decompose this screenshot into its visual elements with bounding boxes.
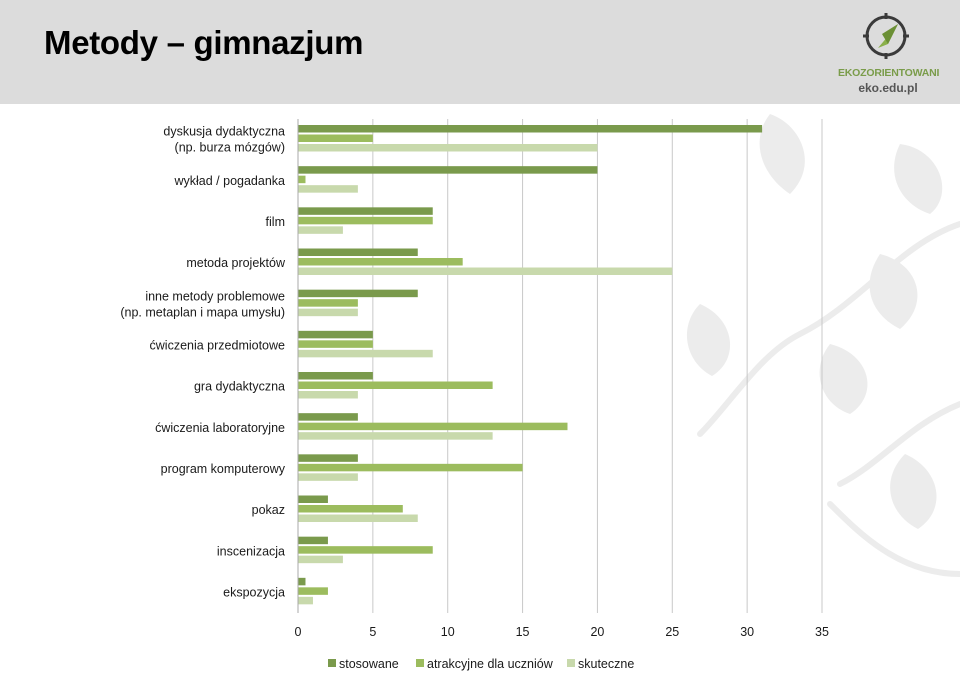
bar — [298, 134, 373, 142]
legend-swatch — [328, 659, 336, 667]
bar — [298, 308, 358, 317]
category-label: inne metody problemowe — [145, 289, 285, 303]
bar — [298, 546, 433, 554]
category-label: pokaz — [252, 503, 285, 517]
bar — [298, 536, 328, 545]
bar — [298, 577, 306, 586]
bar — [298, 413, 358, 421]
bar — [298, 340, 373, 348]
bar — [298, 299, 358, 307]
bar — [298, 216, 433, 225]
logo: EKOZORIENTOWANI eko.edu.pl — [838, 8, 940, 100]
slide-header — [0, 0, 960, 104]
bar — [298, 454, 358, 462]
bar — [298, 495, 328, 503]
page-title: Metody – gimnazjum — [44, 24, 364, 61]
bar — [298, 185, 358, 193]
bar — [298, 258, 463, 266]
bar — [298, 267, 673, 275]
category-label: dyskusja dydaktyczna — [163, 125, 285, 139]
category-label: (np. burza mózgów) — [175, 141, 285, 155]
bar — [298, 248, 418, 256]
legend-label: stosowane — [339, 657, 399, 671]
bar — [298, 463, 523, 472]
bar — [298, 166, 598, 174]
bar — [298, 349, 433, 358]
bar — [298, 432, 493, 440]
decorative-leaves — [686, 114, 960, 577]
bar — [298, 226, 343, 234]
x-tick-label: 35 — [815, 625, 829, 639]
legend-label: skuteczne — [578, 657, 634, 671]
logo-name: EKOZORIENTOWANI — [838, 67, 940, 79]
x-tick-label: 15 — [516, 625, 530, 639]
bar — [298, 587, 328, 595]
x-tick-label: 30 — [740, 625, 754, 639]
bar — [298, 381, 493, 389]
bar — [298, 555, 343, 564]
category-label: gra dydaktyczna — [194, 380, 285, 394]
category-label: (np. metaplan i mapa umysłu) — [120, 305, 285, 319]
bar — [298, 372, 373, 380]
category-label: ćwiczenia przedmiotowe — [150, 338, 286, 352]
bar — [298, 596, 313, 605]
category-label: metoda projektów — [186, 256, 286, 270]
bar — [298, 125, 763, 133]
x-tick-label: 5 — [369, 625, 376, 639]
bar — [298, 391, 358, 399]
bar — [298, 207, 433, 215]
category-label: inscenizacja — [217, 544, 285, 558]
category-label: film — [266, 215, 285, 229]
compass-icon — [863, 13, 909, 59]
category-label: program komputerowy — [161, 462, 286, 476]
bar — [298, 505, 403, 513]
legend-swatch — [416, 659, 424, 667]
bar — [298, 289, 418, 298]
legend-swatch — [567, 659, 575, 667]
logo-url: eko.edu.pl — [858, 81, 918, 95]
x-tick-label: 20 — [590, 625, 604, 639]
bar — [298, 514, 418, 522]
category-label: ćwiczenia laboratoryjne — [155, 421, 285, 435]
bar — [298, 330, 373, 339]
bar — [298, 175, 306, 184]
legend-label: atrakcyjne dla uczniów — [427, 657, 554, 671]
x-tick-label: 0 — [295, 625, 302, 639]
bar — [298, 422, 568, 431]
category-label: ekspozycja — [223, 585, 285, 599]
bar — [298, 144, 598, 152]
x-tick-label: 10 — [441, 625, 455, 639]
category-label: wykład / pogadanka — [174, 174, 286, 188]
x-tick-label: 25 — [665, 625, 679, 639]
bar — [298, 473, 358, 481]
